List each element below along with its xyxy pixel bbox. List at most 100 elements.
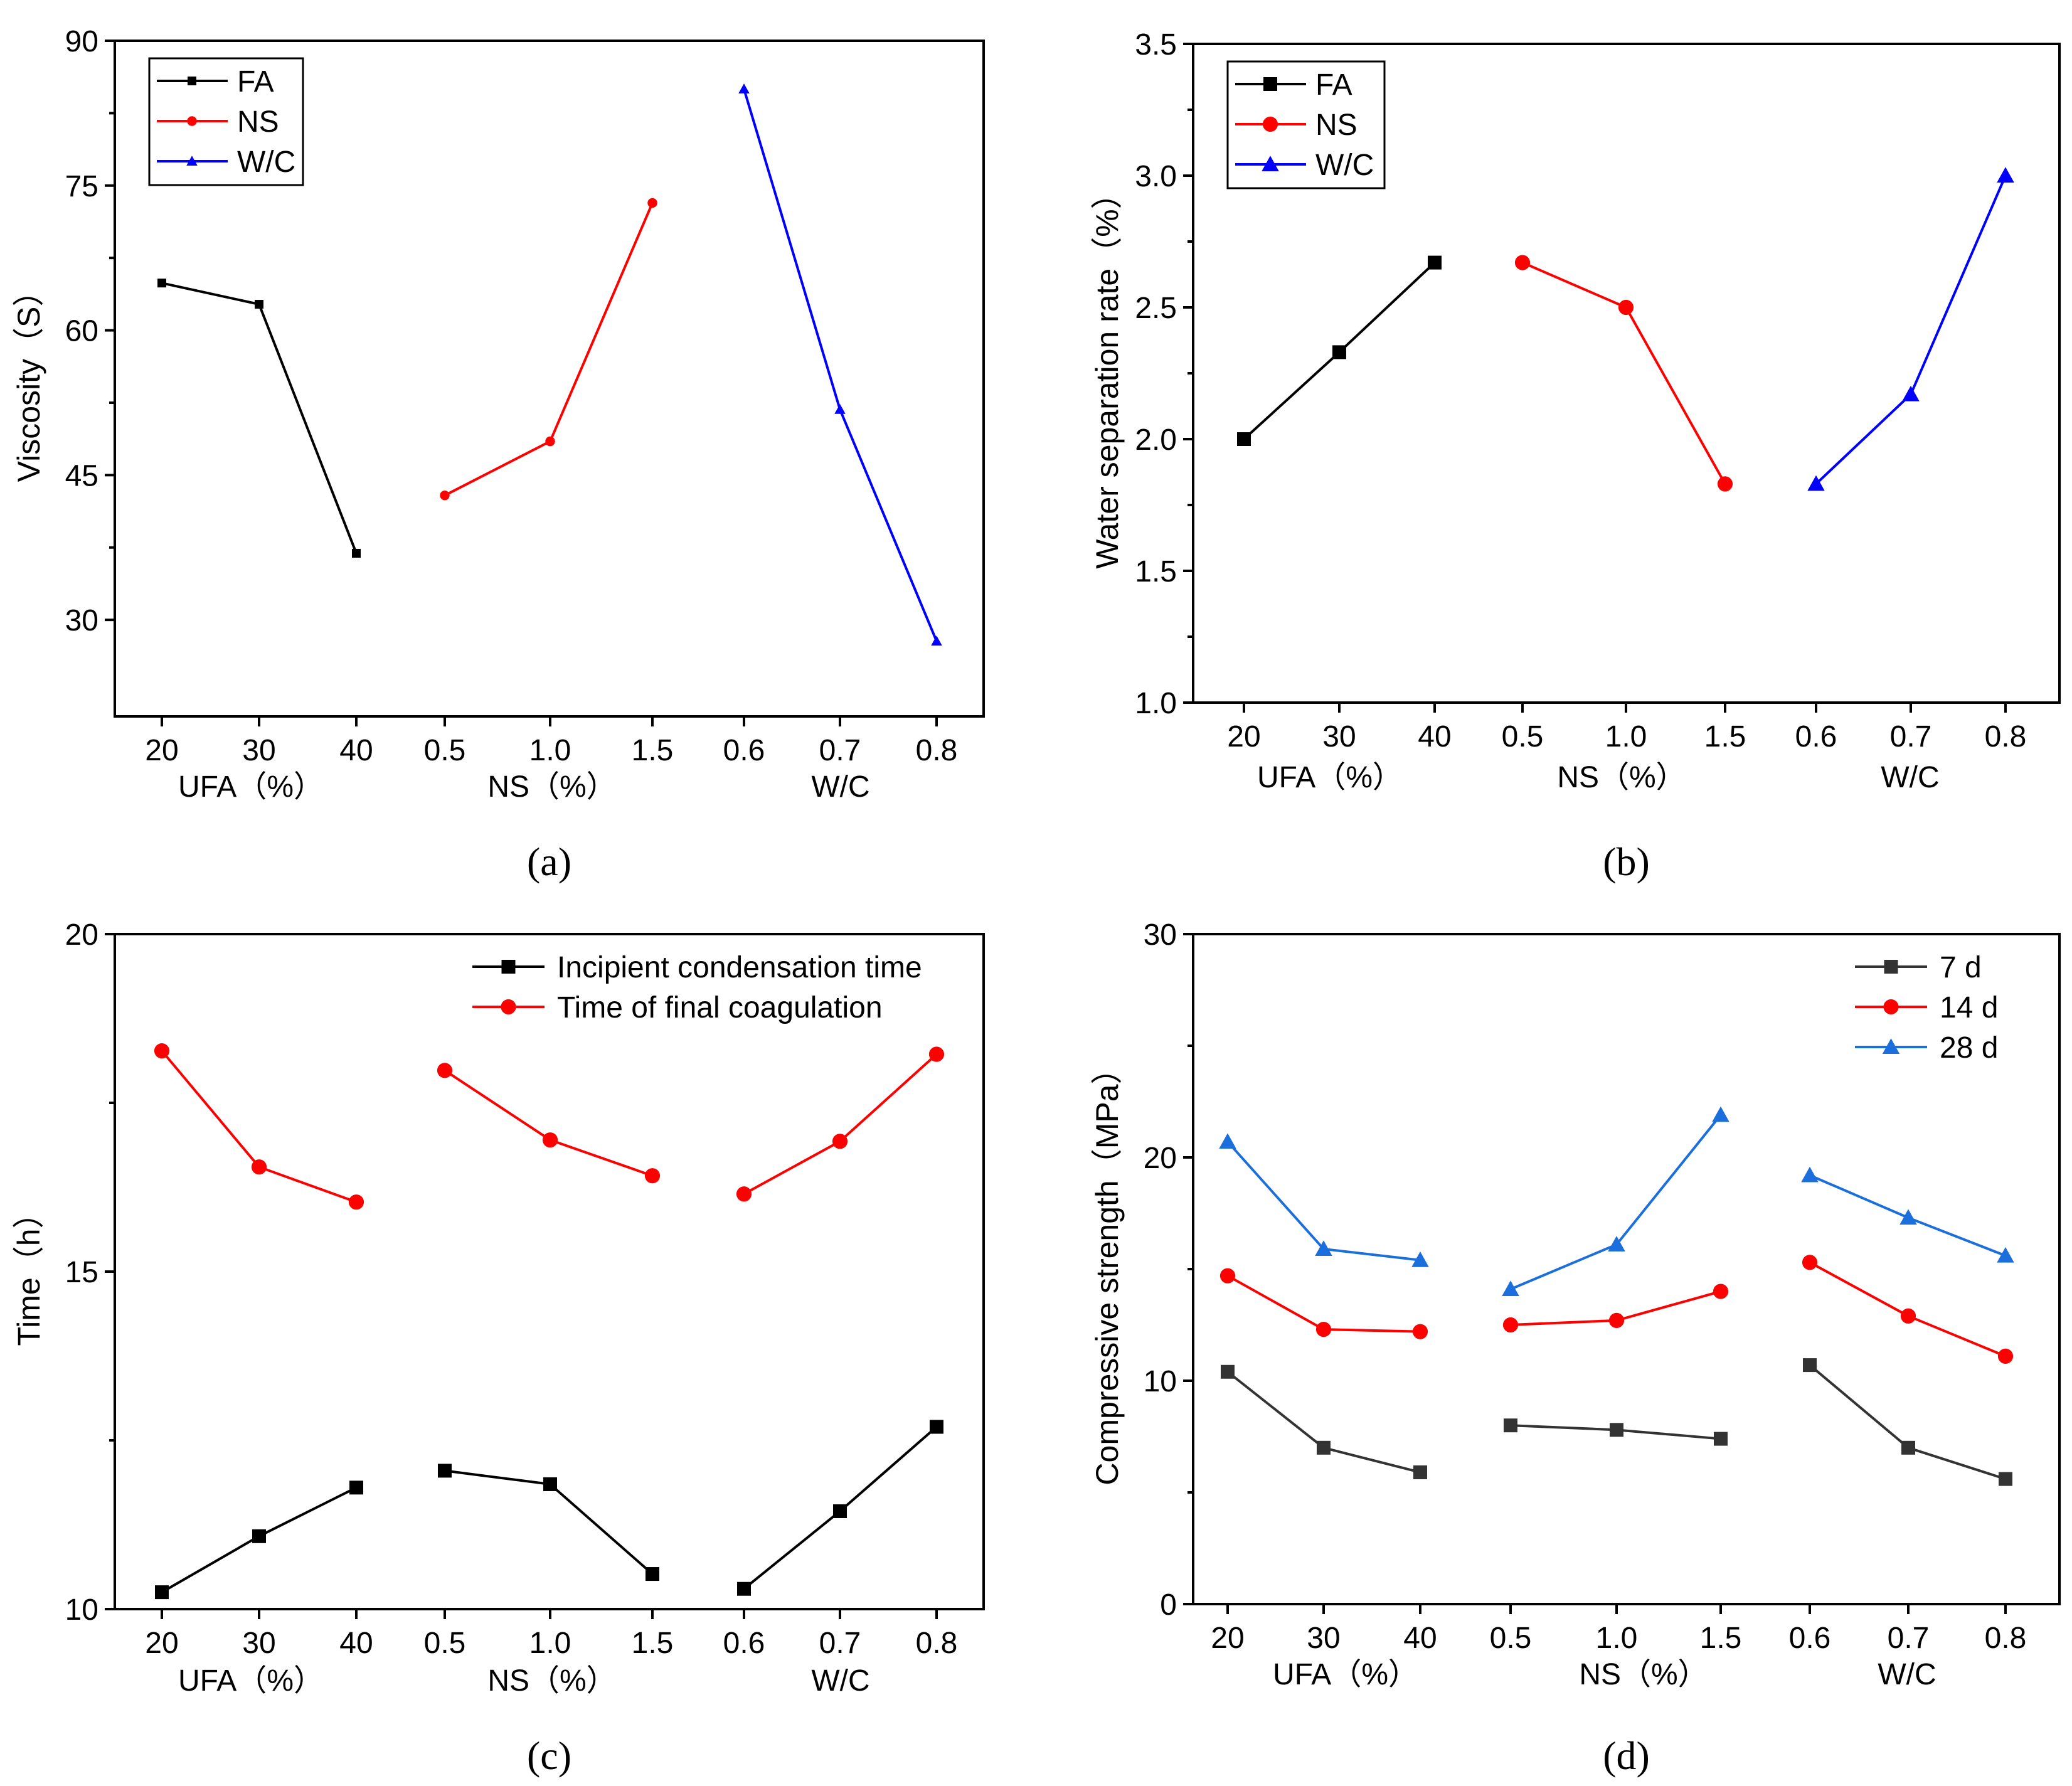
x-tick-label: 0.8 xyxy=(916,734,958,767)
series-fa xyxy=(1237,255,1442,446)
panel-caption: (a) xyxy=(527,839,571,884)
legend-marker xyxy=(501,960,516,974)
data-point xyxy=(437,1063,453,1078)
panel-caption: (c) xyxy=(527,1733,571,1778)
x-tick-label: 20 xyxy=(1227,720,1260,753)
x-tick-label: 0.6 xyxy=(1789,1622,1831,1655)
y-tick-label: 30 xyxy=(1144,918,1177,952)
y-tick-label: 20 xyxy=(65,918,98,952)
data-point xyxy=(1801,1166,1819,1183)
data-point xyxy=(646,1567,659,1581)
x-tick-label: 0.7 xyxy=(819,1627,861,1660)
legend-label: W/C xyxy=(237,146,295,179)
data-point xyxy=(1317,1440,1331,1455)
series-28-d xyxy=(1219,1106,2014,1297)
data-point xyxy=(1219,1268,1236,1284)
legend-label: FA xyxy=(237,65,274,98)
x-tick-label: 1.5 xyxy=(632,734,674,767)
x-group-label: UFA（%） xyxy=(178,770,324,804)
chart-b: 1.0 1.5 2.0 2.5 3.0 3.5 20 30 40 0.5 1.0 1.5 0.6 0.7 0… xyxy=(1090,28,2061,884)
x-tick-label: 1.0 xyxy=(529,1627,571,1660)
y-tick-label: 3.5 xyxy=(1135,28,1177,61)
series-line xyxy=(1815,175,2007,485)
legend-marker xyxy=(187,116,197,126)
data-point xyxy=(738,83,750,93)
x-group-label: UFA（%） xyxy=(1257,761,1403,794)
y-tick-label: 10 xyxy=(1144,1365,1177,1398)
x-group-label: W/C xyxy=(1881,761,1939,794)
chart-d: 0 10 20 30 20 30 40 0.5 1.0 1.5 0.6 0.7 0.8 UFA（%） NS（… xyxy=(1090,918,2061,1778)
data-point xyxy=(833,1504,847,1518)
data-point xyxy=(349,1480,363,1495)
data-point xyxy=(1997,1348,2014,1364)
x-tick-label: 30 xyxy=(1307,1622,1340,1655)
data-point xyxy=(438,1464,452,1478)
x-tick-label: 40 xyxy=(339,1627,373,1660)
y-tick-label: 3.0 xyxy=(1135,160,1177,193)
x-tick-label: 0.5 xyxy=(424,1627,466,1660)
x-tick-label: 20 xyxy=(1211,1622,1244,1655)
legend-label: 7 d xyxy=(1940,951,1982,984)
x-tick-label: 1.5 xyxy=(632,1627,674,1660)
series-7-d xyxy=(1221,1358,2012,1486)
data-point xyxy=(252,1529,266,1543)
series-line xyxy=(161,282,358,554)
legend-label: Incipient condensation time xyxy=(557,951,922,984)
x-tick-label: 0.6 xyxy=(723,1627,765,1660)
data-point xyxy=(930,1420,943,1434)
data-point xyxy=(542,1132,558,1148)
series-line xyxy=(743,1053,938,1196)
data-point xyxy=(352,548,361,558)
x-tick-label: 0.7 xyxy=(1888,1622,1930,1655)
data-point xyxy=(440,490,450,501)
series-line xyxy=(161,1050,357,1204)
data-point xyxy=(736,1186,752,1202)
legend-marker xyxy=(1883,999,1899,1015)
series-w-c xyxy=(738,83,942,646)
y-axis-label: Viscosity（S） xyxy=(11,275,46,482)
panel-caption: (d) xyxy=(1603,1733,1650,1778)
data-point xyxy=(1428,255,1442,270)
x-group-label: NS（%） xyxy=(487,770,616,804)
series-time-of-final-coagulation xyxy=(154,1043,945,1210)
legend-label: FA xyxy=(1315,68,1352,102)
x-group-label: W/C xyxy=(811,770,869,804)
data-point xyxy=(1221,1364,1235,1379)
data-point xyxy=(1608,1236,1625,1252)
legend-marker xyxy=(501,999,516,1015)
data-point xyxy=(155,1585,169,1600)
data-point xyxy=(928,1046,945,1062)
legend-marker xyxy=(1882,1038,1900,1054)
x-tick-label: 40 xyxy=(339,734,373,767)
data-point xyxy=(545,436,555,447)
legend-label: NS xyxy=(237,105,279,139)
data-point xyxy=(1610,1423,1623,1437)
data-point xyxy=(154,1043,170,1059)
x-tick-label: 1.0 xyxy=(529,734,571,767)
x-tick-label: 30 xyxy=(242,1627,275,1660)
data-point xyxy=(1315,1322,1332,1337)
x-tick-label: 0.7 xyxy=(1890,720,1932,753)
series-incipient-condensation-time xyxy=(155,1420,943,1600)
y-tick-label: 75 xyxy=(65,170,98,203)
data-point xyxy=(1608,1312,1625,1328)
chart-a: 30 45 60 75 90 20 30 40 0.5 1.0 1.5 0.6 0.7 0.8 UFA（%）… xyxy=(11,25,985,884)
x-tick-label: 0.6 xyxy=(723,734,765,767)
series-14-d xyxy=(1219,1255,2014,1364)
plot-frame xyxy=(1192,933,2061,1605)
series-line xyxy=(1809,1364,2006,1480)
data-point xyxy=(737,1581,751,1596)
legend-marker xyxy=(1262,116,1278,132)
y-tick-label: 15 xyxy=(65,1256,98,1289)
data-point xyxy=(1411,1252,1429,1267)
data-point xyxy=(1219,1133,1236,1149)
data-point xyxy=(1712,1106,1729,1122)
data-point xyxy=(1999,1472,2012,1486)
data-point xyxy=(1237,432,1251,446)
x-tick-label: 1.5 xyxy=(1700,1622,1742,1655)
y-tick-label: 1.0 xyxy=(1135,687,1177,720)
data-point xyxy=(1618,299,1634,316)
legend-marker xyxy=(1884,960,1898,974)
y-tick-label: 1.5 xyxy=(1135,555,1177,588)
